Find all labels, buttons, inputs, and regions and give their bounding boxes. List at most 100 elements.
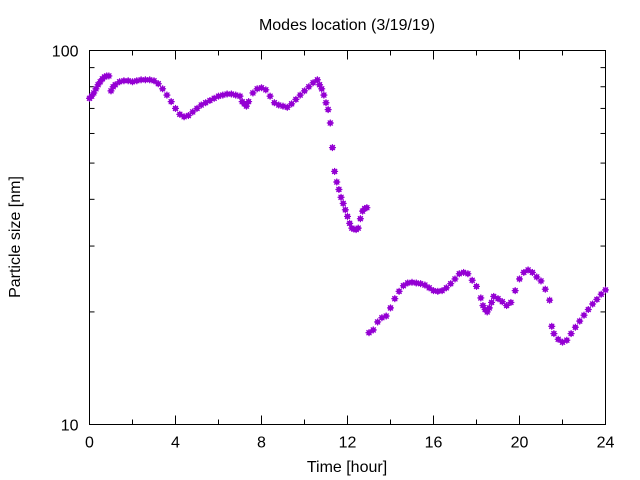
data-point	[326, 119, 334, 127]
data-point	[354, 224, 362, 232]
data-point	[447, 280, 455, 288]
x-axis-tick-labels: 0 4 8 12 16 20 24	[85, 435, 614, 452]
data-point	[318, 85, 326, 93]
y-axis-label: Particle size [nm]	[7, 176, 24, 298]
data-point	[563, 336, 571, 344]
data-point	[528, 268, 536, 276]
data-point	[503, 302, 511, 310]
data-point	[442, 284, 450, 292]
x-tick-label: 12	[339, 435, 357, 452]
data-point	[111, 81, 119, 89]
data-point	[494, 295, 502, 303]
data-point	[554, 335, 562, 343]
data-point	[511, 287, 519, 295]
x-tick-label: 4	[171, 435, 180, 452]
data-point	[116, 78, 124, 86]
data-point	[223, 90, 231, 98]
data-point	[150, 77, 158, 85]
data-point	[541, 285, 549, 293]
data-point	[296, 91, 304, 99]
data-point	[369, 326, 377, 334]
data-point	[141, 76, 149, 84]
data-point	[451, 275, 459, 283]
data-point	[567, 330, 575, 338]
data-point	[167, 98, 175, 106]
data-point	[288, 100, 296, 108]
data-point	[206, 97, 214, 105]
data-point	[520, 268, 528, 276]
data-point	[324, 106, 332, 114]
data-point	[301, 87, 308, 95]
data-point	[245, 98, 253, 106]
data-point	[576, 317, 584, 325]
data-point	[589, 300, 597, 308]
data-point	[537, 277, 545, 285]
data-point	[395, 287, 403, 295]
data-point	[333, 178, 341, 186]
x-tick-label: 8	[257, 435, 266, 452]
data-point	[154, 80, 162, 88]
data-point	[421, 281, 429, 289]
data-point	[193, 104, 201, 112]
data-point	[580, 311, 588, 319]
data-point	[92, 85, 100, 93]
data-point	[365, 329, 373, 337]
data-point	[548, 322, 556, 330]
data-point	[341, 206, 349, 214]
data-point	[320, 91, 328, 99]
data-point	[105, 72, 113, 80]
x-tick-label: 16	[425, 435, 443, 452]
data-point	[262, 86, 270, 94]
x-tick-label: 24	[597, 435, 615, 452]
data-point	[597, 290, 605, 298]
data-point	[485, 304, 493, 312]
data-point	[425, 284, 433, 292]
y-tick-label: 100	[52, 44, 79, 61]
data-point	[344, 212, 351, 220]
data-point	[309, 79, 317, 87]
data-point	[266, 92, 274, 100]
plot-area-frame	[89, 50, 606, 425]
y-tick-label: 10	[61, 418, 79, 435]
data-point	[477, 294, 485, 302]
data-point	[331, 167, 339, 175]
data-point	[602, 286, 609, 294]
data-point	[533, 273, 541, 281]
data-point	[337, 193, 345, 201]
data-point	[546, 296, 554, 304]
data-point	[473, 282, 480, 290]
x-tick-label: 20	[511, 435, 529, 452]
data-point	[120, 77, 128, 85]
data-point	[387, 304, 394, 312]
data-point	[584, 306, 592, 313]
data-point	[550, 330, 558, 338]
data-point	[172, 104, 179, 112]
data-point	[524, 266, 532, 274]
data-point	[346, 219, 354, 227]
data-point	[163, 91, 171, 99]
data-point	[468, 276, 476, 284]
data-point	[374, 318, 382, 326]
data-point	[516, 275, 523, 283]
data-point	[507, 298, 515, 306]
data-point	[488, 298, 496, 306]
y-axis-tick-labels: 10 100	[52, 44, 79, 435]
data-point	[292, 95, 300, 103]
data-point	[391, 295, 399, 303]
data-point	[159, 85, 167, 93]
data-point	[438, 287, 446, 295]
data-point	[382, 312, 390, 320]
data-point	[356, 215, 364, 223]
data-point	[328, 144, 336, 152]
data-point	[236, 92, 244, 100]
data-point	[242, 102, 250, 110]
x-axis-label: Time [hour]	[307, 459, 387, 476]
data-point	[316, 81, 324, 89]
data-point	[335, 185, 343, 193]
data-points	[86, 72, 609, 346]
data-point	[339, 199, 347, 207]
data-point	[363, 204, 371, 212]
data-point	[249, 89, 257, 97]
data-point	[283, 103, 291, 111]
